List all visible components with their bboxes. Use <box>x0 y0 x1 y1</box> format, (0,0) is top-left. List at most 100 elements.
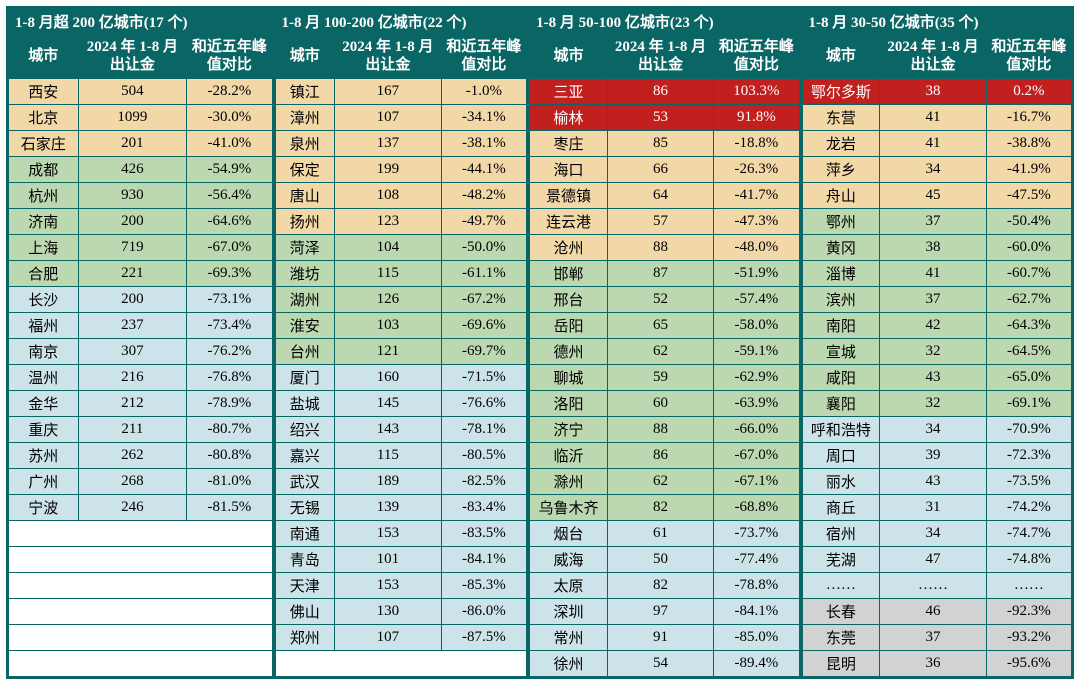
city-cell: 宣城 <box>802 339 880 365</box>
value-cell: 212 <box>78 391 187 417</box>
pct-cell: -69.3% <box>187 261 272 287</box>
value-cell: 82 <box>607 573 713 599</box>
table-row: 东莞37-93.2% <box>802 625 1071 651</box>
value-cell: 57 <box>607 209 713 235</box>
blank-cell <box>9 521 273 547</box>
blank-row <box>9 573 273 599</box>
city-cell: 郑州 <box>275 625 335 651</box>
table-row: 厦门160-71.5% <box>275 365 527 391</box>
city-cell: 深圳 <box>530 599 608 625</box>
col-header-2: 和近五年峰值对比 <box>187 35 272 79</box>
pct-cell: -41.7% <box>714 183 799 209</box>
value-cell: …… <box>880 573 986 599</box>
table-row: 鄂州37-50.4% <box>802 209 1071 235</box>
pct-cell: -59.1% <box>714 339 799 365</box>
value-cell: 504 <box>78 79 187 105</box>
value-cell: 32 <box>880 339 986 365</box>
pct-cell: -87.5% <box>441 625 526 651</box>
value-cell: 82 <box>607 495 713 521</box>
table-row: 佛山130-86.0% <box>275 599 527 625</box>
value-cell: 59 <box>607 365 713 391</box>
city-cell: 泉州 <box>275 131 335 157</box>
col-header-2: 和近五年峰值对比 <box>441 35 526 79</box>
pct-cell: -92.3% <box>986 599 1071 625</box>
col-header-1: 2024 年 1-8 月出让金 <box>880 35 986 79</box>
value-cell: 1099 <box>78 105 187 131</box>
value-cell: 130 <box>335 599 442 625</box>
value-cell: 88 <box>607 235 713 261</box>
value-cell: 38 <box>880 235 986 261</box>
city-cell: 舟山 <box>802 183 880 209</box>
pct-cell: …… <box>986 573 1071 599</box>
value-cell: 930 <box>78 183 187 209</box>
value-cell: 91 <box>607 625 713 651</box>
city-cell: 济宁 <box>530 417 608 443</box>
value-cell: 199 <box>335 157 442 183</box>
value-cell: 37 <box>880 625 986 651</box>
table-row: 临沂86-67.0% <box>530 443 799 469</box>
city-cell: 潍坊 <box>275 261 335 287</box>
value-cell: 123 <box>335 209 442 235</box>
value-cell: 101 <box>335 547 442 573</box>
pct-cell: -82.5% <box>441 469 526 495</box>
table-row: 扬州123-49.7% <box>275 209 527 235</box>
group-title: 1-8 月 30-50 亿城市(35 个) <box>802 9 1071 35</box>
city-cell: 景德镇 <box>530 183 608 209</box>
table-row: 深圳97-84.1% <box>530 599 799 625</box>
city-cell: 北京 <box>9 105 79 131</box>
pct-cell: -63.9% <box>714 391 799 417</box>
pct-cell: -95.6% <box>986 651 1071 677</box>
pct-cell: -73.4% <box>187 313 272 339</box>
value-cell: 41 <box>880 261 986 287</box>
city-cell: 沧州 <box>530 235 608 261</box>
pct-cell: -67.2% <box>441 287 526 313</box>
pct-cell: -70.9% <box>986 417 1071 443</box>
table-row: 邯郸87-51.9% <box>530 261 799 287</box>
city-cell: 宁波 <box>9 495 79 521</box>
table-row: 唐山108-48.2% <box>275 183 527 209</box>
col-header-0: 城市 <box>802 35 880 79</box>
pct-cell: -73.7% <box>714 521 799 547</box>
table-row: 三亚86103.3% <box>530 79 799 105</box>
pct-cell: -78.8% <box>714 573 799 599</box>
pct-cell: -47.3% <box>714 209 799 235</box>
city-cell: 无锡 <box>275 495 335 521</box>
value-cell: 86 <box>607 443 713 469</box>
city-cell: 南阳 <box>802 313 880 339</box>
pct-cell: -26.3% <box>714 157 799 183</box>
value-cell: 46 <box>880 599 986 625</box>
pct-cell: -68.8% <box>714 495 799 521</box>
value-cell: 103 <box>335 313 442 339</box>
value-cell: 61 <box>607 521 713 547</box>
city-cell: 上海 <box>9 235 79 261</box>
table-row: 沧州88-48.0% <box>530 235 799 261</box>
value-cell: 153 <box>335 573 442 599</box>
table-row: 菏泽104-50.0% <box>275 235 527 261</box>
value-cell: 262 <box>78 443 187 469</box>
pct-cell: -51.9% <box>714 261 799 287</box>
pct-cell: -57.4% <box>714 287 799 313</box>
blank-row <box>9 547 273 573</box>
table-row: 淮安103-69.6% <box>275 313 527 339</box>
value-cell: 45 <box>880 183 986 209</box>
table-row: 烟台61-73.7% <box>530 521 799 547</box>
pct-cell: -73.5% <box>986 469 1071 495</box>
value-cell: 200 <box>78 287 187 313</box>
table-row: 漳州107-34.1% <box>275 105 527 131</box>
city-cell: 东营 <box>802 105 880 131</box>
table-row: 连云港57-47.3% <box>530 209 799 235</box>
city-cell: 黄冈 <box>802 235 880 261</box>
city-cell: 三亚 <box>530 79 608 105</box>
city-cell: 石家庄 <box>9 131 79 157</box>
table-row: 舟山45-47.5% <box>802 183 1071 209</box>
city-cell: 太原 <box>530 573 608 599</box>
table-row: ……………… <box>802 573 1071 599</box>
value-cell: 268 <box>78 469 187 495</box>
pct-cell: -62.9% <box>714 365 799 391</box>
table-row: 呼和浩特34-70.9% <box>802 417 1071 443</box>
pct-cell: -60.7% <box>986 261 1071 287</box>
city-cell: 福州 <box>9 313 79 339</box>
value-cell: 145 <box>335 391 442 417</box>
pct-cell: -62.7% <box>986 287 1071 313</box>
value-cell: 719 <box>78 235 187 261</box>
